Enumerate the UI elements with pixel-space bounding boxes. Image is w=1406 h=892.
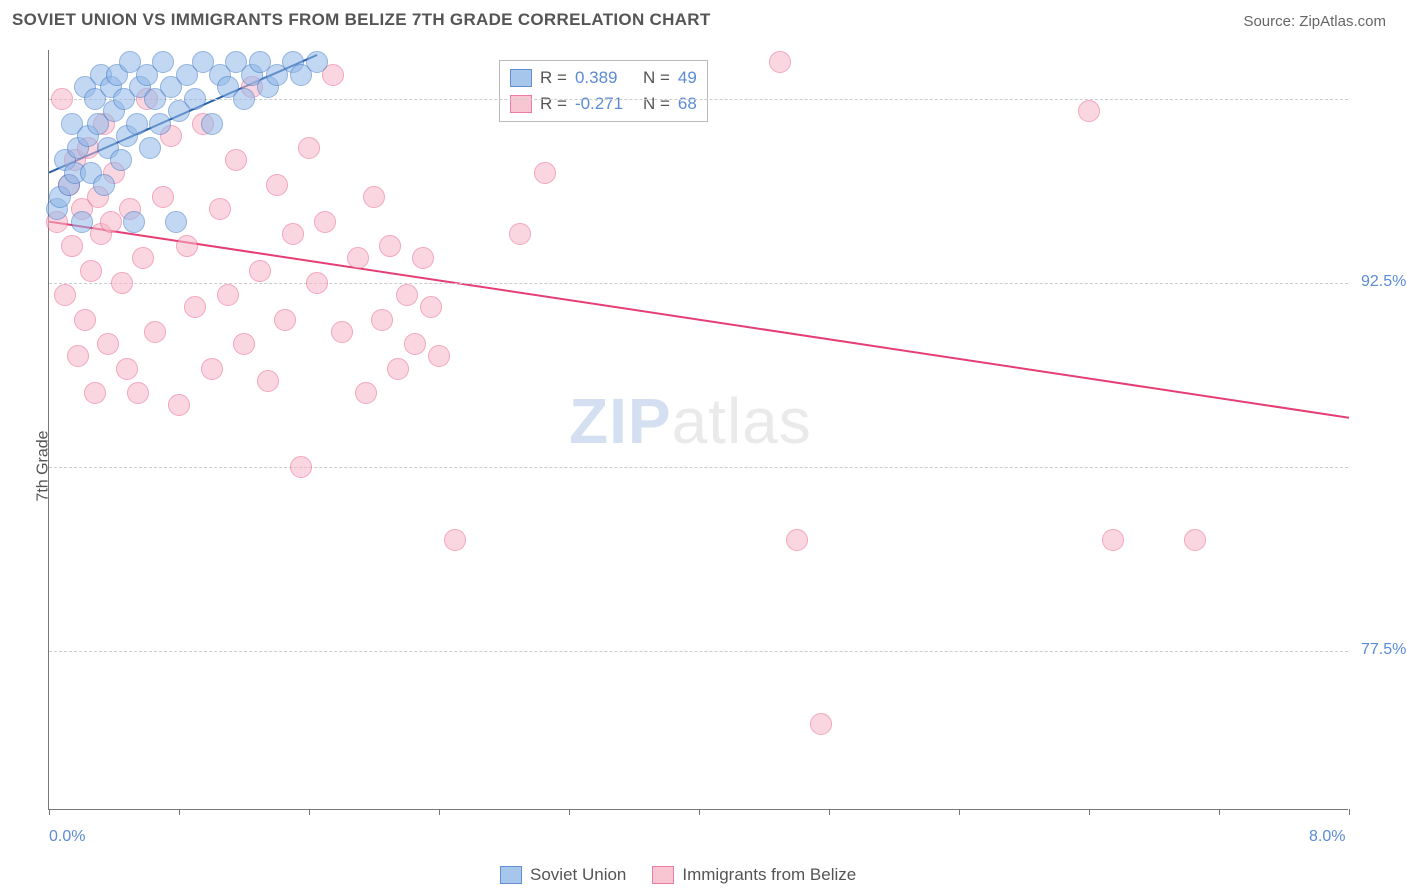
soviet-point	[126, 113, 148, 135]
x-tick-label: 8.0%	[1309, 828, 1345, 846]
x-tick	[309, 809, 310, 815]
soviet-point	[233, 88, 255, 110]
gridline	[49, 651, 1348, 652]
chart-title: SOVIET UNION VS IMMIGRANTS FROM BELIZE 7…	[12, 10, 711, 30]
belize-point	[379, 235, 401, 257]
belize-point	[84, 382, 106, 404]
x-tick	[1089, 809, 1090, 815]
x-tick	[179, 809, 180, 815]
chart-area: 7th Grade ZIPatlas R =0.389N =49R =-0.27…	[0, 40, 1406, 892]
belize-point	[355, 382, 377, 404]
belize-point	[420, 296, 442, 318]
belize-point	[306, 272, 328, 294]
belize-point	[534, 162, 556, 184]
belize-point	[51, 88, 73, 110]
belize-point	[1102, 529, 1124, 551]
belize-point	[74, 309, 96, 331]
belize-point	[111, 272, 133, 294]
legend-item-soviet: Soviet Union	[500, 865, 626, 885]
belize-point	[282, 223, 304, 245]
x-tick	[829, 809, 830, 815]
belize-point	[387, 358, 409, 380]
soviet-point	[184, 88, 206, 110]
belize-point	[168, 394, 190, 416]
belize-point	[116, 358, 138, 380]
x-tick	[569, 809, 570, 815]
watermark: ZIPatlas	[569, 384, 812, 458]
plot-region: ZIPatlas R =0.389N =49R =-0.271N =68 77.…	[48, 50, 1348, 810]
belize-point	[314, 211, 336, 233]
soviet-point	[139, 137, 161, 159]
belize-point	[371, 309, 393, 331]
belize-point	[184, 296, 206, 318]
belize-point	[1078, 100, 1100, 122]
x-tick	[439, 809, 440, 815]
belize-point	[100, 211, 122, 233]
belize-point	[428, 345, 450, 367]
belize-point	[132, 247, 154, 269]
belize-point	[786, 529, 808, 551]
belize-point	[257, 370, 279, 392]
belize-point	[217, 284, 239, 306]
y-tick-label: 77.5%	[1361, 641, 1406, 659]
x-tick-label: 0.0%	[49, 828, 85, 846]
soviet-point	[71, 211, 93, 233]
belize-point	[97, 333, 119, 355]
soviet-point	[152, 51, 174, 73]
belize-point	[396, 284, 418, 306]
belize-point	[249, 260, 271, 282]
belize-point	[233, 333, 255, 355]
belize-point	[61, 235, 83, 257]
soviet-point	[110, 149, 132, 171]
belize-point	[363, 186, 385, 208]
gridline	[49, 283, 1348, 284]
soviet-point	[123, 211, 145, 233]
x-tick	[1349, 809, 1350, 815]
soviet-point	[201, 113, 223, 135]
belize-point	[1184, 529, 1206, 551]
soviet-point	[149, 113, 171, 135]
soviet-point	[93, 174, 115, 196]
belize-trendline	[49, 222, 1349, 418]
belize-point	[769, 51, 791, 73]
belize-point	[67, 345, 89, 367]
belize-point	[509, 223, 531, 245]
belize-point	[810, 713, 832, 735]
belize-point	[209, 198, 231, 220]
belize-point	[54, 284, 76, 306]
legend-row-soviet: R =0.389N =49	[510, 65, 697, 91]
belize-point	[444, 529, 466, 551]
belize-point	[201, 358, 223, 380]
legend-row-belize: R =-0.271N =68	[510, 91, 697, 117]
y-tick-label: 92.5%	[1361, 273, 1406, 291]
legend-item-belize: Immigrants from Belize	[652, 865, 856, 885]
source-label: Source: ZipAtlas.com	[1243, 13, 1386, 30]
belize-point	[298, 137, 320, 159]
belize-point	[127, 382, 149, 404]
belize-point	[225, 149, 247, 171]
belize-point	[412, 247, 434, 269]
gridline	[49, 467, 1348, 468]
belize-point	[176, 235, 198, 257]
x-tick	[49, 809, 50, 815]
soviet-point	[165, 211, 187, 233]
belize-point	[274, 309, 296, 331]
belize-point	[80, 260, 102, 282]
x-tick	[1219, 809, 1220, 815]
belize-point	[404, 333, 426, 355]
belize-point	[347, 247, 369, 269]
belize-point	[290, 456, 312, 478]
belize-point	[266, 174, 288, 196]
soviet-point	[306, 51, 328, 73]
belize-point	[152, 186, 174, 208]
x-tick	[959, 809, 960, 815]
belize-point	[331, 321, 353, 343]
series-legend: Soviet Union Immigrants from Belize	[500, 865, 856, 885]
correlation-legend: R =0.389N =49R =-0.271N =68	[499, 60, 708, 122]
x-tick	[699, 809, 700, 815]
belize-point	[144, 321, 166, 343]
